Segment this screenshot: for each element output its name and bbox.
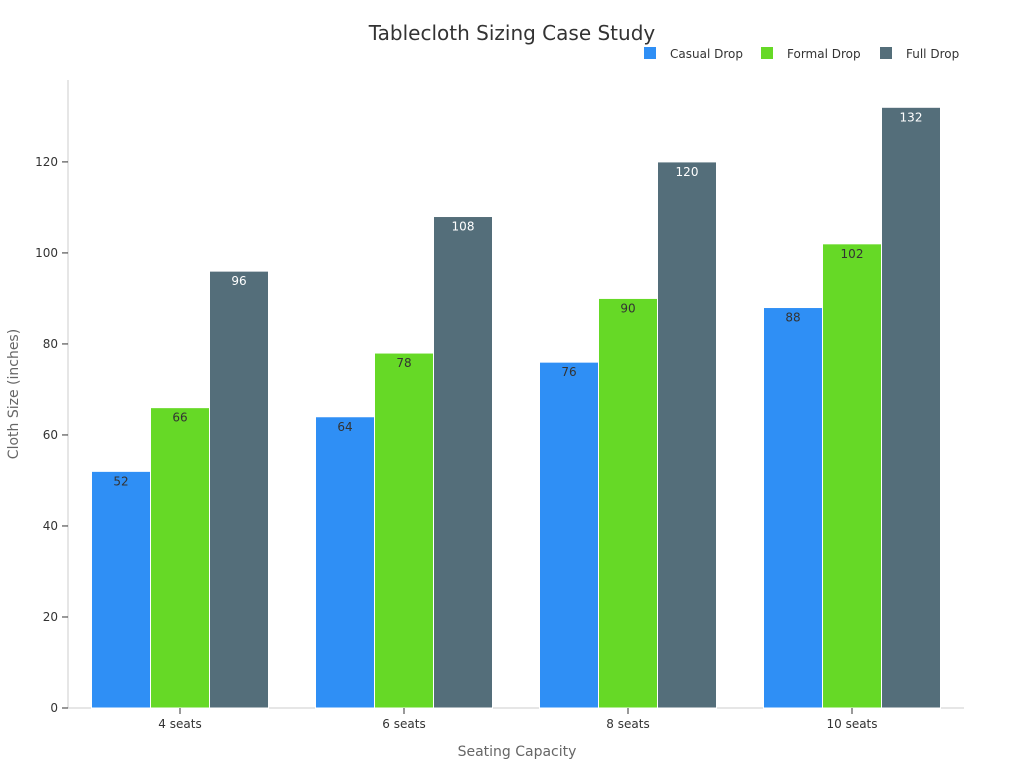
- data-label: 66: [172, 411, 187, 425]
- legend: Casual Drop Formal Drop Full Drop: [644, 47, 959, 61]
- data-label: 96: [231, 274, 246, 288]
- data-label: 102: [841, 247, 864, 261]
- data-label: 108: [452, 220, 475, 234]
- bar: [598, 297, 658, 709]
- data-label: 52: [113, 474, 128, 488]
- bar: [539, 361, 599, 709]
- data-label: 78: [396, 356, 411, 370]
- bar: [91, 470, 151, 709]
- legend-swatch: [880, 47, 892, 59]
- y-tick-label: 120: [35, 155, 58, 169]
- x-tick-label: 8 seats: [606, 717, 649, 731]
- x-axis-title: Seating Capacity: [458, 744, 577, 760]
- y-tick-label: 60: [43, 428, 58, 442]
- x-axis-ticks: 4 seats 6 seats 8 seats 10 seats: [158, 708, 878, 731]
- data-label: 88: [785, 311, 800, 325]
- y-axis-ticks: 0 20 40 60 80 100 120: [35, 155, 68, 715]
- y-tick-label: 0: [50, 701, 58, 715]
- chart-title: Tablecloth Sizing Case Study: [368, 21, 656, 45]
- y-tick-label: 40: [43, 519, 58, 533]
- x-tick-label: 4 seats: [158, 717, 201, 731]
- bar: [433, 216, 493, 709]
- bar: [822, 243, 882, 709]
- data-label: 64: [337, 420, 352, 434]
- legend-label: Full Drop: [906, 47, 959, 61]
- x-tick-label: 10 seats: [826, 717, 877, 731]
- bar: [881, 106, 941, 709]
- data-label: 120: [676, 165, 699, 179]
- y-axis-title: Cloth Size (inches): [6, 329, 22, 459]
- x-tick-label: 6 seats: [382, 717, 425, 731]
- y-tick-label: 100: [35, 246, 58, 260]
- legend-swatch: [761, 47, 773, 59]
- y-tick-label: 20: [43, 610, 58, 624]
- data-label: 90: [620, 301, 635, 315]
- y-tick-label: 80: [43, 337, 58, 351]
- bar: [374, 352, 434, 709]
- bar: [150, 407, 210, 709]
- bar: [763, 307, 823, 709]
- legend-label: Casual Drop: [670, 47, 743, 61]
- bar: [209, 270, 269, 709]
- legend-swatch: [644, 47, 656, 59]
- data-label: 132: [900, 110, 923, 124]
- bars: 52 66 96 64 78 108 76 90 120 88 102 132: [91, 106, 941, 709]
- data-label: 76: [561, 365, 576, 379]
- bar: [657, 161, 717, 709]
- legend-label: Formal Drop: [787, 47, 861, 61]
- bar: [315, 416, 375, 709]
